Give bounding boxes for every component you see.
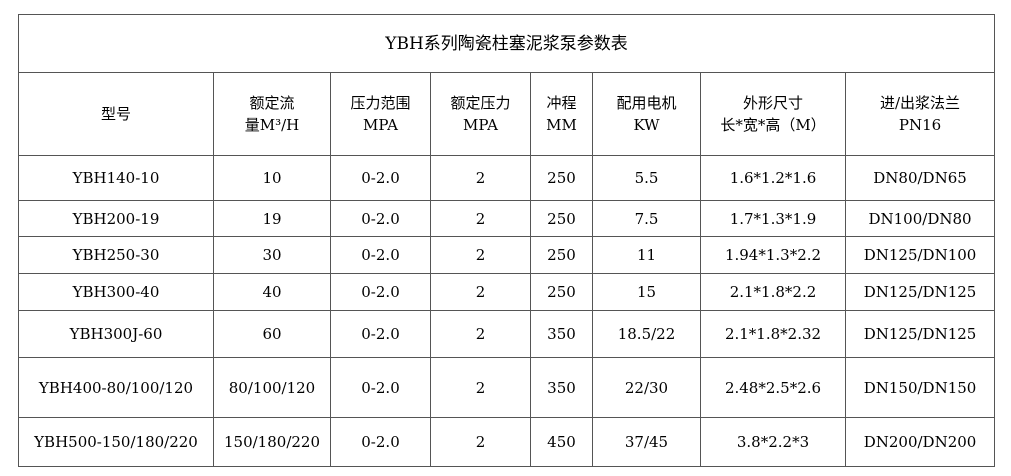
table-cell: 19 <box>213 200 331 237</box>
table-cell: 0-2.0 <box>330 273 431 311</box>
table-cell: DN80/DN65 <box>844 155 996 201</box>
parameter-table: YBH系列陶瓷柱塞泥浆泵参数表 型号 额定流量M³/H 压力范围 MPA 额定压力 MPA… <box>17 14 996 467</box>
table-cell: 450 <box>530 417 593 467</box>
table-cell: YBH300J-60 <box>18 310 214 358</box>
header-row: 型号 额定流量M³/H 压力范围 MPA 额定压力 MPA 冲程 MM 配用电机 KW 外形尺寸长*… <box>18 72 996 156</box>
table-cell: 7.5 <box>592 200 701 237</box>
table-title: YBH系列陶瓷柱塞泥浆泵参数表 <box>17 14 996 73</box>
table-cell: 5.5 <box>592 155 701 201</box>
header-line: 冲程 <box>546 94 577 112</box>
table-cell: 1.7*1.3*1.9 <box>700 200 846 237</box>
table-cell: 2.1*1.8*2.32 <box>700 310 846 358</box>
column-header: 压力范围 MPA <box>330 72 431 156</box>
table-cell: 1.94*1.3*2.2 <box>700 236 846 274</box>
table-cell: DN150/DN150 <box>844 357 996 418</box>
table-cell: 2 <box>430 417 531 467</box>
table-cell: 2 <box>430 357 531 418</box>
table-cell: 250 <box>530 155 593 201</box>
table-cell: 15 <box>592 273 701 311</box>
table-cell: 0-2.0 <box>330 357 431 418</box>
header-line: 压力范围 <box>350 94 411 112</box>
table-cell: YBH200-19 <box>18 200 214 237</box>
table-cell: 1.6*1.2*1.6 <box>700 155 846 201</box>
table-cell: 250 <box>530 236 593 274</box>
table-cell: DN125/DN100 <box>844 236 996 274</box>
table-cell: 350 <box>530 357 593 418</box>
table-cell: YBH250-30 <box>18 236 214 274</box>
header-line: MPA <box>463 116 498 134</box>
table-cell: 2 <box>430 310 531 358</box>
table-row: YBH400-80/100/120 80/100/120 0-2.0 2 350 22/3… <box>18 357 996 418</box>
column-header: 配用电机 KW <box>592 72 701 156</box>
header-line: 进/出浆法兰 <box>879 94 961 112</box>
table-cell: 11 <box>592 236 701 274</box>
table-row: YBH300-40 40 0-2.0 2 250 15 2.1*1.8*2.2 DN125/D… <box>18 273 996 311</box>
column-header: 型号 <box>18 72 214 156</box>
table-cell: 2 <box>430 273 531 311</box>
header-line: 额定压力 <box>450 94 511 112</box>
header-line: PN16 <box>898 116 942 134</box>
table-cell: YBH400-80/100/120 <box>18 357 214 418</box>
column-header: 进/出浆法兰 PN16 <box>844 72 996 156</box>
column-header: 冲程 MM <box>530 72 593 156</box>
table-cell: 10 <box>213 155 331 201</box>
table-cell: 0-2.0 <box>330 417 431 467</box>
header-line: MPA <box>363 116 398 134</box>
table-cell: 80/100/120 <box>213 357 331 418</box>
table-cell: DN200/DN200 <box>844 417 996 467</box>
table-cell: 18.5/22 <box>592 310 701 358</box>
table-cell: 250 <box>530 200 593 237</box>
table-cell: 40 <box>213 273 331 311</box>
column-header: 额定流量M³/H <box>213 72 331 156</box>
table-cell: 37/45 <box>592 417 701 467</box>
table-cell: 0-2.0 <box>330 310 431 358</box>
header-line: 配用电机 <box>616 94 677 112</box>
table-row: YBH500-150/180/220 150/180/220 0-2.0 2 450 37… <box>18 417 996 467</box>
table-cell: DN125/DN125 <box>844 273 996 311</box>
header-line: 长*宽*高（M） <box>720 116 826 134</box>
header-line: 型号 <box>100 105 131 123</box>
table-cell: 0-2.0 <box>330 236 431 274</box>
table-cell: 2 <box>430 236 531 274</box>
table-cell: 150/180/220 <box>213 417 331 467</box>
header-line: 外形尺寸 <box>742 94 803 112</box>
table-cell: 350 <box>530 310 593 358</box>
column-header: 额定压力 MPA <box>430 72 531 156</box>
table-row: YBH250-30 30 0-2.0 2 250 11 1.94*1.3*2.2 DN125/… <box>18 236 996 274</box>
header-line: MM <box>546 116 577 134</box>
column-header: 外形尺寸长*宽*高（M） <box>700 72 846 156</box>
table-row: YBH140-10 10 0-2.0 2 250 5.5 1.6*1.2*1.6 DN80/D… <box>18 155 996 201</box>
table-cell: DN100/DN80 <box>844 200 996 237</box>
table-cell: 30 <box>213 236 331 274</box>
table-row: YBH200-19 19 0-2.0 2 250 7.5 1.7*1.3*1.9 DN100/… <box>18 200 996 237</box>
table-cell: YBH140-10 <box>18 155 214 201</box>
table-cell: 0-2.0 <box>330 155 431 201</box>
table-cell: 2.48*2.5*2.6 <box>700 357 846 418</box>
table-cell: 0-2.0 <box>330 200 431 237</box>
table-cell: 250 <box>530 273 593 311</box>
table-cell: 3.8*2.2*3 <box>700 417 846 467</box>
table-row: YBH300J-60 60 0-2.0 2 350 18.5/22 2.1*1.8*2.32… <box>18 310 996 358</box>
table-cell: DN125/DN125 <box>844 310 996 358</box>
table-cell: 22/30 <box>592 357 701 418</box>
table-cell: YBH500-150/180/220 <box>18 417 214 467</box>
header-line: 量M³/H <box>244 116 300 134</box>
header-line: KW <box>633 116 660 134</box>
table-cell: 2.1*1.8*2.2 <box>700 273 846 311</box>
table-cell: 2 <box>430 155 531 201</box>
header-line: 额定流 <box>249 94 295 112</box>
table-cell: YBH300-40 <box>18 273 214 311</box>
table-cell: 60 <box>213 310 331 358</box>
table-cell: 2 <box>430 200 531 237</box>
